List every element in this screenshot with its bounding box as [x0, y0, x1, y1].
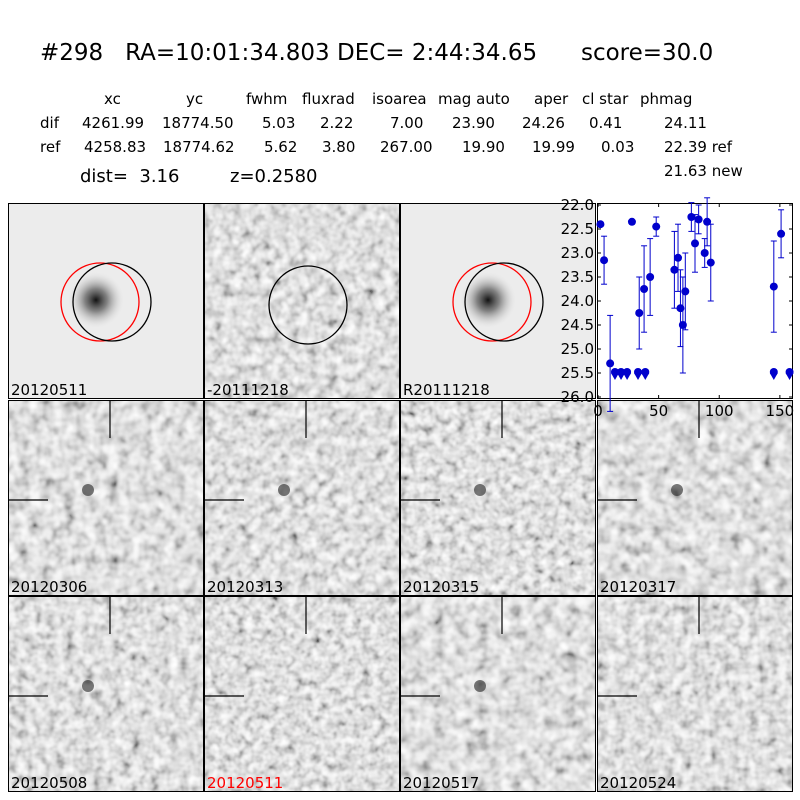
- data-point: [600, 256, 609, 265]
- table-cell: 19.99: [532, 138, 575, 156]
- dist-value: dist= 3.16: [80, 166, 180, 187]
- table-cell: 22.39 ref: [664, 138, 733, 156]
- upper-limit-arrow: [785, 373, 794, 380]
- panel-date-label: 20120317: [600, 578, 677, 596]
- data-point: [670, 265, 679, 274]
- table-cell: 24.11: [664, 114, 707, 132]
- panel-date-label: R20111218: [403, 381, 490, 399]
- table-header-aper: aper: [534, 90, 569, 108]
- y-tick-label: 22.0: [561, 196, 594, 214]
- data-point: [681, 287, 690, 296]
- upper-limit-arrow: [641, 373, 650, 380]
- data-point: [694, 215, 703, 224]
- data-point: [646, 273, 655, 281]
- table-header-isoarea: isoarea: [372, 90, 427, 108]
- data-point: [777, 229, 786, 238]
- new-phmag: 21.63 new: [664, 162, 743, 180]
- panel-date-label: 20120306: [11, 578, 88, 596]
- panel-date-label: 20120524: [600, 774, 677, 792]
- y-tick-label: 26.0: [561, 388, 594, 406]
- table-header-phmag: phmag: [640, 90, 693, 108]
- y-tick-label: 23.5: [561, 268, 594, 286]
- table-cell: 24.26: [522, 114, 565, 132]
- upper-limit-arrow: [623, 373, 632, 380]
- data-point: [652, 222, 661, 231]
- data-point: [674, 253, 683, 262]
- table-cell: 5.03: [262, 114, 296, 132]
- data-point: [769, 282, 778, 291]
- data-point: [635, 309, 644, 317]
- x-tick-label: 50: [649, 402, 668, 420]
- panel-date-label: 20120511: [11, 381, 88, 399]
- data-point: [700, 249, 709, 257]
- table-cell: 18774.62: [163, 138, 235, 156]
- table-cell: 5.62: [264, 138, 298, 156]
- y-tick-label: 24.0: [561, 292, 594, 310]
- x-tick-label: 0: [593, 402, 603, 420]
- table-header-cl-star: cl star: [582, 90, 629, 108]
- image-panel: R20111218: [400, 203, 596, 399]
- panel-date-label: 20120315: [403, 578, 480, 596]
- table-row-label-ref: ref: [40, 138, 61, 156]
- data-point: [706, 258, 715, 267]
- image-panel: 20120517: [400, 596, 596, 792]
- table-cell: 4261.99: [82, 114, 145, 132]
- image-panel: -20111218: [204, 203, 400, 399]
- table-cell: 0.41: [589, 114, 623, 132]
- table-cell: 267.00: [380, 138, 433, 156]
- table-header-xc: xc: [104, 90, 121, 108]
- panel-date-label: 20120517: [403, 774, 480, 792]
- x-tick-label: 100: [705, 402, 734, 420]
- y-tick-label: 22.5: [561, 220, 594, 238]
- image-panel: 20120306: [8, 400, 204, 596]
- image-panel: 20120317: [597, 400, 793, 596]
- y-tick-label: 25.0: [561, 340, 594, 358]
- table-cell: 7.00: [390, 114, 424, 132]
- header-title: #298 RA=10:01:34.803 DEC= 2:44:34.65 sco…: [40, 40, 714, 66]
- panel-date-label: 20120313: [207, 578, 284, 596]
- table-cell: 0.03: [601, 138, 635, 156]
- panel-date-label: 20120508: [11, 774, 88, 792]
- image-panel: 20120315: [400, 400, 596, 596]
- upper-limit-arrow: [617, 373, 626, 380]
- table-cell: 2.22: [320, 114, 354, 132]
- data-point: [691, 239, 699, 248]
- panel-date-label: 20120511: [207, 774, 284, 792]
- panel-date-label: -20111218: [207, 381, 289, 399]
- table-header-fwhm: fwhm: [246, 90, 288, 108]
- image-panel: 20120313: [204, 400, 400, 596]
- light-curve-chart: 22.0 22.5 23.0 23.5 24.0 24.5 25.0 25.5 26.00 50 1…: [561, 196, 795, 420]
- upper-limit-arrow: [634, 373, 643, 380]
- table-cell: 18774.50: [162, 114, 234, 132]
- table-header-yc: yc: [186, 90, 204, 108]
- data-point: [627, 217, 636, 226]
- table-cell: 3.80: [322, 138, 356, 156]
- upper-limit-arrow: [769, 373, 778, 380]
- y-tick-label: 24.5: [561, 316, 594, 334]
- table-header-fluxrad: fluxrad: [302, 90, 355, 108]
- x-tick-label: 150: [766, 402, 795, 420]
- image-panel: 20120524: [597, 596, 793, 792]
- upper-limit-arrow: [610, 373, 619, 380]
- data-point: [640, 285, 649, 293]
- table-row-label-dif: dif: [40, 114, 59, 132]
- image-panel: 20120508: [8, 596, 204, 792]
- image-panel: 20120511: [204, 596, 400, 792]
- table-cell: 19.90: [462, 138, 505, 156]
- table-cell: 4258.83: [84, 138, 147, 156]
- image-panel: 20120511: [8, 203, 204, 399]
- table-header-mag-auto: mag auto: [438, 90, 510, 108]
- y-tick-label: 23.0: [561, 244, 594, 262]
- data-point: [596, 220, 605, 229]
- y-tick-label: 25.5: [561, 364, 594, 382]
- table-cell: 23.90: [452, 114, 495, 132]
- redshift-value: z=0.2580: [230, 166, 318, 187]
- data-point: [606, 359, 615, 368]
